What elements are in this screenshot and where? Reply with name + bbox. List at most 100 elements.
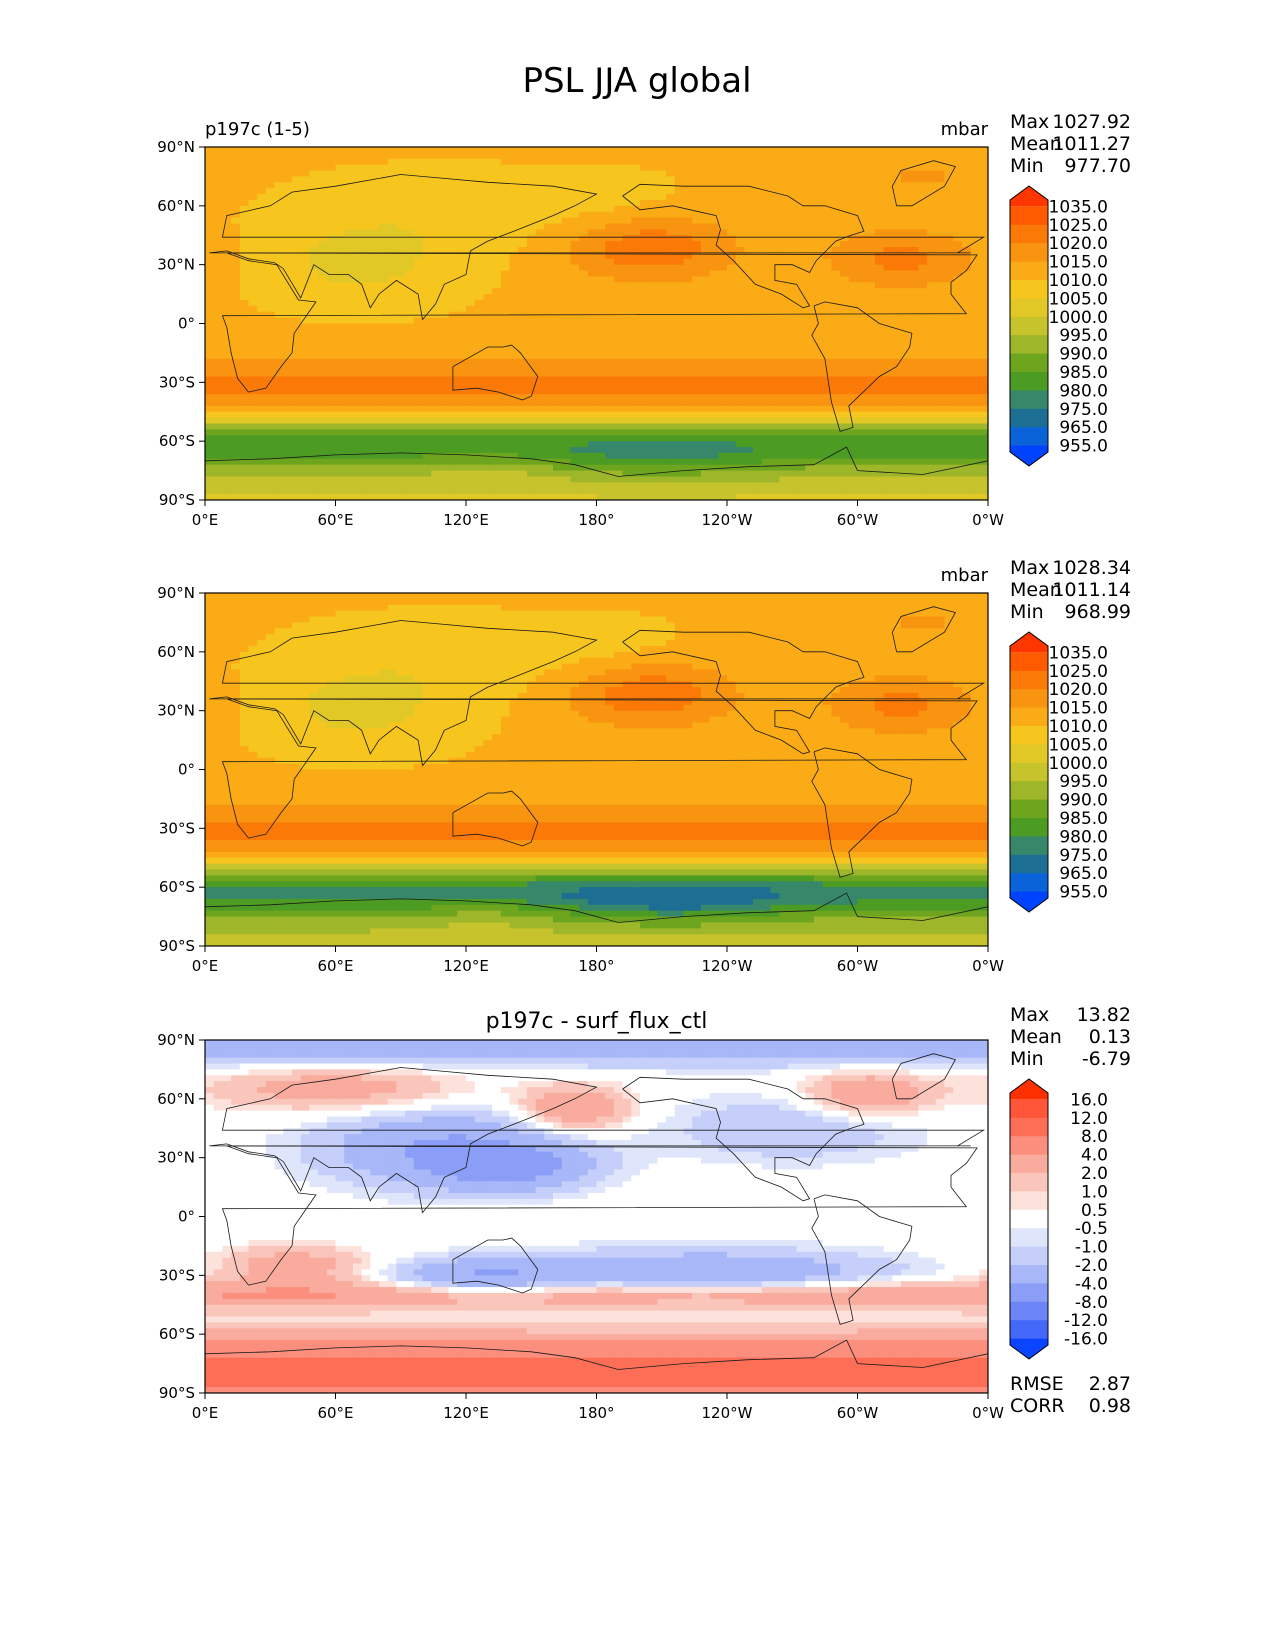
field-cell xyxy=(901,435,911,442)
field-cell xyxy=(979,152,988,160)
field-cell xyxy=(761,370,772,378)
field-cell xyxy=(735,299,745,307)
field-cell xyxy=(309,276,319,283)
field-cell xyxy=(622,258,632,266)
field-cell xyxy=(509,423,519,430)
field-cell xyxy=(431,199,441,207)
field-cell xyxy=(683,417,693,425)
field-cell xyxy=(779,417,789,425)
field-cell xyxy=(874,452,885,460)
field-cell xyxy=(857,170,867,178)
field-cell xyxy=(500,411,511,419)
field-cell xyxy=(700,147,711,154)
field-cell xyxy=(735,399,745,407)
field-cell xyxy=(927,288,937,295)
field-cell xyxy=(318,364,328,372)
field-cell xyxy=(935,464,946,472)
field-cell xyxy=(448,264,458,272)
field-cell xyxy=(683,323,693,330)
field-cell xyxy=(318,311,328,319)
field-cell xyxy=(822,241,832,248)
field-cell xyxy=(222,158,232,166)
field-cell xyxy=(814,258,824,266)
field-cell xyxy=(753,447,763,454)
field-cell xyxy=(352,364,363,372)
field-cell xyxy=(570,294,580,301)
field-cell xyxy=(683,335,693,342)
field-cell xyxy=(953,341,963,348)
field-cell xyxy=(526,388,537,395)
field-cell xyxy=(518,294,528,301)
field-cell xyxy=(753,229,763,236)
field-cell xyxy=(605,223,615,230)
field-cell xyxy=(744,329,754,336)
field-cell xyxy=(979,276,988,283)
field-cell xyxy=(553,370,563,378)
field-cell xyxy=(318,394,328,401)
field-cell xyxy=(622,352,632,360)
field-cell xyxy=(692,270,702,278)
field-cell xyxy=(474,452,484,460)
field-cell xyxy=(265,194,276,201)
field-cell xyxy=(909,335,919,342)
field-cell xyxy=(709,323,719,330)
field-cell xyxy=(961,417,972,425)
field-cell xyxy=(561,441,571,448)
field-cell xyxy=(753,317,763,325)
field-cell xyxy=(927,452,937,460)
field-cell xyxy=(674,223,685,230)
field-cell xyxy=(544,341,554,348)
field-cell xyxy=(979,405,988,413)
field-cell xyxy=(944,452,954,460)
field-cell xyxy=(509,199,519,207)
field-cell xyxy=(561,199,571,207)
field-cell xyxy=(579,252,589,260)
field-cell xyxy=(892,394,902,401)
field-cell xyxy=(657,311,667,319)
field-cell xyxy=(483,335,493,342)
field-cell xyxy=(927,176,937,183)
field-cell xyxy=(265,341,276,348)
field-cell xyxy=(518,147,528,154)
field-cell xyxy=(265,282,276,289)
field-cell xyxy=(379,423,389,430)
field-cell xyxy=(892,252,902,260)
field-cell xyxy=(718,305,728,313)
field-cell xyxy=(848,358,859,366)
field-cell xyxy=(326,288,337,295)
field-cell xyxy=(587,341,598,348)
field-cell xyxy=(953,429,963,436)
field-cell xyxy=(622,394,632,401)
field-cell xyxy=(787,464,798,472)
field-cell xyxy=(605,405,615,413)
field-cell xyxy=(239,458,250,466)
field-cell xyxy=(779,152,789,160)
field-cell xyxy=(613,358,624,366)
field-cell xyxy=(814,405,824,413)
field-cell xyxy=(901,170,911,178)
field-cell xyxy=(344,158,354,166)
field-cell xyxy=(866,182,876,189)
field-cell xyxy=(352,299,363,307)
field-cell xyxy=(613,205,624,213)
field-cell xyxy=(857,229,867,236)
field-cell xyxy=(866,341,876,348)
field-cell xyxy=(300,252,310,260)
field-cell xyxy=(422,335,432,342)
field-cell xyxy=(283,417,293,425)
field-cell xyxy=(640,305,650,313)
field-cell xyxy=(248,441,258,448)
field-cell xyxy=(492,258,502,266)
field-cell xyxy=(274,270,284,278)
field-cell xyxy=(709,329,719,336)
field-cell xyxy=(265,235,276,242)
field-cell xyxy=(448,247,458,254)
field-cell xyxy=(605,241,615,248)
field-cell xyxy=(848,276,859,283)
field-cell xyxy=(283,435,293,442)
field-cell xyxy=(265,229,276,236)
field-cell xyxy=(248,405,258,413)
field-cell xyxy=(901,223,911,230)
field-cell xyxy=(283,229,293,236)
field-cell xyxy=(831,411,841,419)
